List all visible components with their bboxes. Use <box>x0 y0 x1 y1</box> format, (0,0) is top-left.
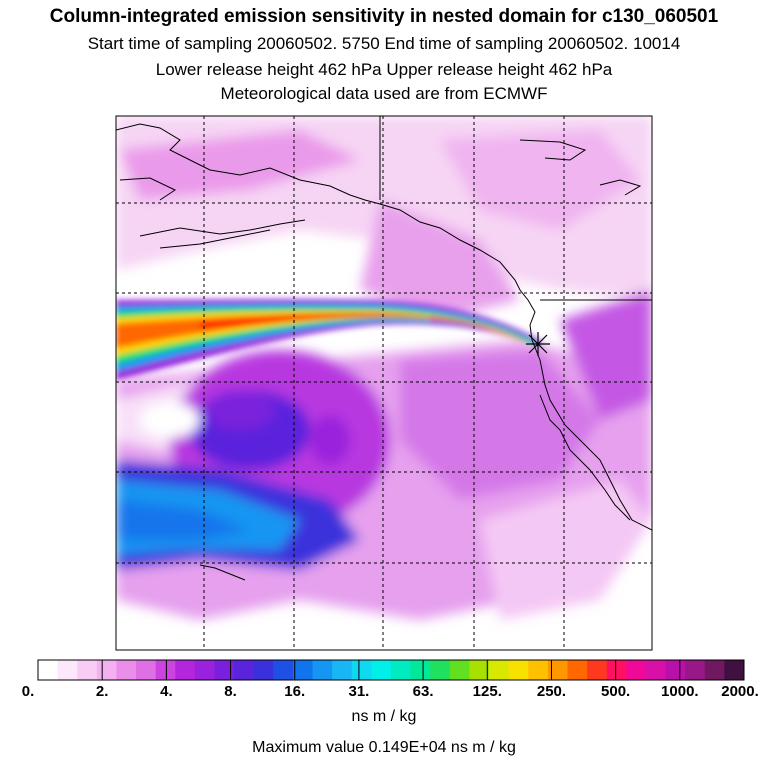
colorbar-cell <box>469 660 490 680</box>
colorbar-cell <box>77 660 98 680</box>
colorbar-cell <box>155 660 176 680</box>
colorbar-cell <box>626 660 647 680</box>
colorbar-units: ns m / kg <box>351 708 417 725</box>
colorbar-cell <box>38 660 59 680</box>
colorbar-cell <box>371 660 392 680</box>
colorbar-tick-label: 2000. <box>721 683 759 700</box>
colorbar-cell <box>116 660 137 680</box>
colorbar-cell <box>175 660 196 680</box>
colorbar-cell <box>214 660 235 680</box>
colorbar-cell <box>449 660 470 680</box>
colorbar-cell <box>273 660 294 680</box>
colorbar-cell <box>332 660 353 680</box>
colorbar-tick-label: 4. <box>160 683 173 700</box>
colorbar-cell <box>410 660 431 680</box>
colorbar-cell <box>645 660 667 680</box>
colorbar-cell <box>587 660 608 680</box>
colorbar-tick-label: 16. <box>284 683 306 700</box>
colorbar-tick-label: 31. <box>348 683 370 700</box>
colorbar-tick-label: 63. <box>412 683 434 700</box>
plume-band <box>116 299 540 380</box>
colorbar-cell <box>96 660 117 680</box>
colorbar-cell <box>351 660 372 680</box>
colorbar-cell <box>136 660 157 680</box>
release-height-line: Lower release height 462 hPa Upper relea… <box>155 60 613 79</box>
lat-lon-grid <box>116 116 652 650</box>
coastlines <box>116 116 652 581</box>
colorbar-cell <box>724 660 745 680</box>
colorbar-cell <box>704 660 725 680</box>
meteorological-data-line: Meteorological data used are from ECMWF <box>220 84 548 103</box>
colorbar-tick-label: 250. <box>536 683 567 700</box>
colorbar-cell <box>606 660 627 680</box>
colorbar-cell <box>567 660 588 680</box>
colorbar-cell <box>547 660 568 680</box>
colorbar-tick-label: 1000. <box>661 683 699 700</box>
colorbar-cell <box>292 660 314 680</box>
colorbar-tick-label: 8. <box>224 683 237 700</box>
star-icon <box>526 332 550 356</box>
maximum-value-text: Maximum value 0.149E+04 ns m / kg <box>252 739 516 756</box>
colorbar-tick-label: 0. <box>21 683 35 700</box>
colorbar-cell <box>312 660 333 680</box>
colorbar-tick-label: 2. <box>95 683 109 700</box>
colorbar-cell <box>57 660 78 680</box>
map-title: Column-integrated emission sensitivity i… <box>49 6 719 27</box>
colorbar-cell <box>253 660 274 680</box>
colorbar-cell <box>234 660 255 680</box>
colorbar-tick-label: 125. <box>472 683 502 700</box>
colorbar-cell <box>528 660 549 680</box>
sensitivity-field <box>116 116 652 620</box>
sampling-time-line: Start time of sampling 20060502. 5750 En… <box>87 34 681 53</box>
colorbar-cell <box>665 660 686 680</box>
map-frame <box>115 115 653 651</box>
colorbar-cell <box>489 660 510 680</box>
colorbar-cell <box>194 660 215 680</box>
colorbar-tick-label: 500. <box>601 683 631 700</box>
colorbar-cell <box>508 660 529 680</box>
colorbar-cell <box>685 660 706 680</box>
colorbar-cell <box>391 660 412 680</box>
colorbar-cell <box>430 660 451 680</box>
